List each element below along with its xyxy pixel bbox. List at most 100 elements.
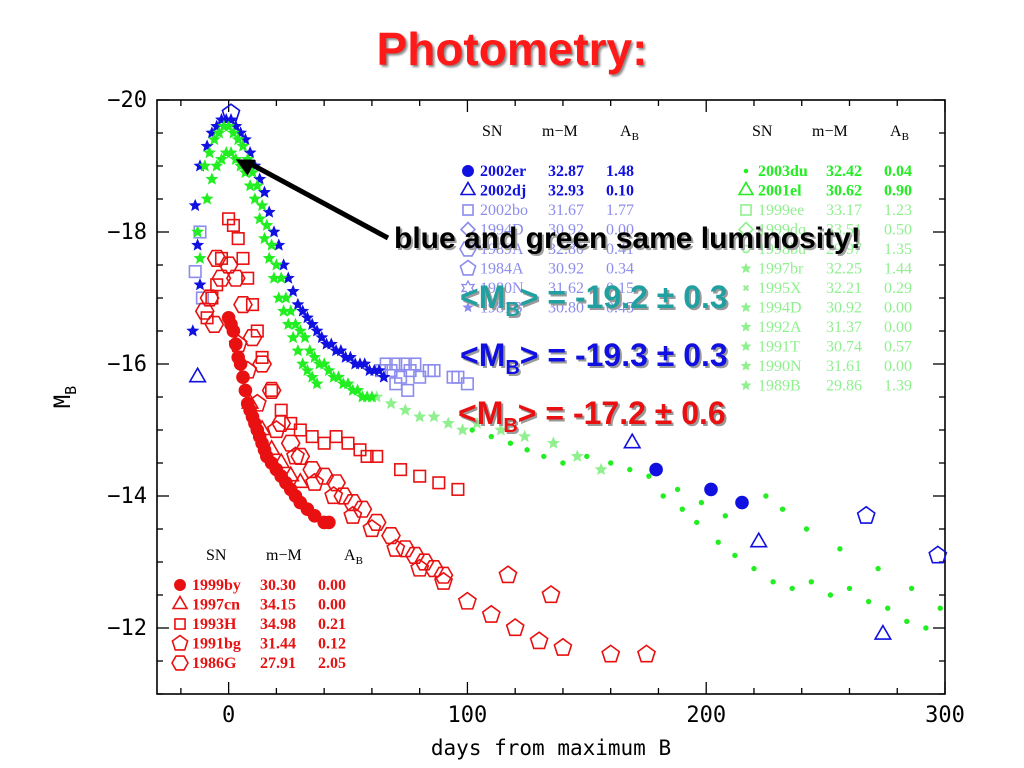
series-1993H [200,212,465,496]
data-point [410,558,430,577]
data-point [291,344,305,357]
legend-entry-name: 1991bg [192,636,241,653]
result-shadow: <MB> = -19.2 ± 0.3 [462,281,730,323]
x-tick-label: 100 [448,703,488,728]
data-point [541,585,561,604]
legend-entry-name: 2001el [758,183,802,200]
data-point [735,495,749,510]
legend-marker [462,165,474,177]
data-point [262,251,276,264]
data-point [222,119,236,132]
legend-entry-ab: 0.10 [606,183,634,200]
legend-entry: 1986G 27.91 2.05 [171,655,346,672]
legend-marker [174,579,186,591]
annotation-text: blue and green same luminosity! [394,222,861,255]
data-point [584,453,590,460]
legend-entry-name: 1999by [192,577,241,594]
data-point [277,304,291,317]
legend-marker [174,618,186,630]
data-point [233,296,253,314]
data-point [679,506,685,512]
legend-entry: 1981B 30.80 0.45 [462,300,634,317]
legend-marker [740,379,752,391]
legend-entry: 1991T 30.74 0.57 [740,339,912,356]
legend-entry-mu: 29.86 [826,378,862,395]
legend-marker [459,180,477,196]
data-point [904,618,910,625]
data-point [470,416,484,429]
legend-marker [740,340,752,352]
legend-entry: 1998bu 29.97 1.35 [741,241,912,258]
data-point [310,324,324,337]
legend-entry-name: 1999dq [758,222,806,239]
data-point [398,403,412,416]
data-point [193,251,207,264]
result-shadow: <MB> = -19.3 ± 0.3 [462,339,730,381]
data-point [243,403,257,417]
legend-marker [740,204,752,216]
series-green-tail-stars [370,390,608,476]
legend-entry: 1989B 29.86 1.39 [740,378,912,395]
legend-entry: 2002dj 32.93 0.10 [459,180,634,200]
data-point [265,383,279,397]
data-point [808,579,814,585]
data-point [494,423,508,436]
data-point [341,377,355,390]
legend-entry-name: 1997br [758,261,804,278]
data-point [310,377,324,390]
data-point [238,383,253,398]
data-point [865,598,872,605]
legend-marker [459,241,477,257]
data-point [204,315,225,333]
legend-marker [171,594,189,610]
legend-header: SN m−M AB [206,547,363,567]
data-point [243,179,257,192]
data-point [343,350,357,363]
data-point [218,256,239,274]
data-point [291,472,310,489]
data-point [518,429,532,443]
legend-entry: 2002bo 31.67 1.77 [462,202,634,219]
legend-entry-name: 1989B [758,378,801,395]
legend-entry-mu: 33.17 [826,202,862,219]
data-point [307,509,322,523]
legend-entry: 1984A 30.92 0.34 [459,259,634,278]
legend-marker [462,301,474,313]
data-point [674,486,681,493]
data-point [627,466,633,473]
legend-entry-ab: 1.39 [884,378,912,395]
data-point [206,249,227,267]
y-axis-label: MB [51,386,80,408]
data-point [257,443,272,457]
result-blue: <MB> = -19.3 ± 0.3<MB> = -19.3 ± 0.3 [460,337,730,381]
legend-entry-name: 1989A [480,241,524,258]
data-point [326,474,347,492]
legend-entry: 1991bg 31.44 0.12 [171,634,346,653]
data-point [252,355,273,373]
legend-entry: 1999ee 33.17 1.23 [740,202,912,219]
data-point [245,298,260,312]
data-point [253,212,267,225]
data-point [362,519,382,538]
annotation-layer: blue and green same luminosity!blue and … [235,159,863,439]
data-point [248,192,262,205]
data-point [286,284,300,297]
series-1991bg [228,334,657,663]
data-point [315,330,329,344]
legend-entry-mu: 32.21 [826,280,862,297]
series-green-band [191,119,379,403]
result-red: <MB> = -17.2 ± 0.6<MB> = -17.2 ± 0.6 [458,395,728,439]
y-tick-label: −14 [107,484,147,509]
data-point [394,463,408,477]
data-point [389,357,403,371]
data-point [803,526,810,532]
data-point [608,460,614,466]
data-point [198,159,212,172]
data-point [231,232,245,246]
data-point [460,377,474,391]
data-point [749,531,768,548]
legend-entry: 1999by 30.30 0.00 [174,577,346,594]
legend-entry-mu: 31.62 [548,280,584,297]
data-point [694,519,700,526]
series-green-tail [469,427,943,631]
